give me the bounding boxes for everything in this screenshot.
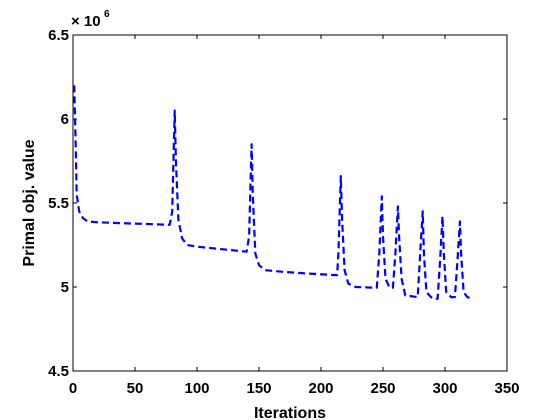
y-tick-label: 5 xyxy=(61,279,69,296)
y-multiplier-exponent: 6 xyxy=(104,9,110,20)
series-line xyxy=(73,85,473,300)
y-tick-label: 6.5 xyxy=(48,27,69,44)
x-axis: 0 50 100 150 200 250 300 350 xyxy=(69,35,520,397)
y-axis: 4.5 5 5.5 6 6.5 xyxy=(48,27,507,380)
y-tick-label: 5.5 xyxy=(48,195,69,212)
series-layer xyxy=(73,85,473,300)
y-axis-label: Primal obj. value xyxy=(21,139,38,266)
x-tick-label: 100 xyxy=(184,380,209,397)
y-multiplier-base: × 10 xyxy=(71,13,101,30)
x-tick-label: 200 xyxy=(308,380,333,397)
x-tick-label: 300 xyxy=(432,380,457,397)
x-tick-label: 0 xyxy=(69,380,77,397)
y-tick-label: 4.5 xyxy=(48,363,69,380)
x-tick-label: 150 xyxy=(246,380,271,397)
x-tick-label: 250 xyxy=(370,380,395,397)
x-tick-label: 350 xyxy=(494,380,519,397)
x-tick-label: 50 xyxy=(127,380,144,397)
plot-area xyxy=(72,34,508,372)
y-tick-label: 6 xyxy=(61,111,69,128)
x-axis-label: Iterations xyxy=(254,405,326,420)
